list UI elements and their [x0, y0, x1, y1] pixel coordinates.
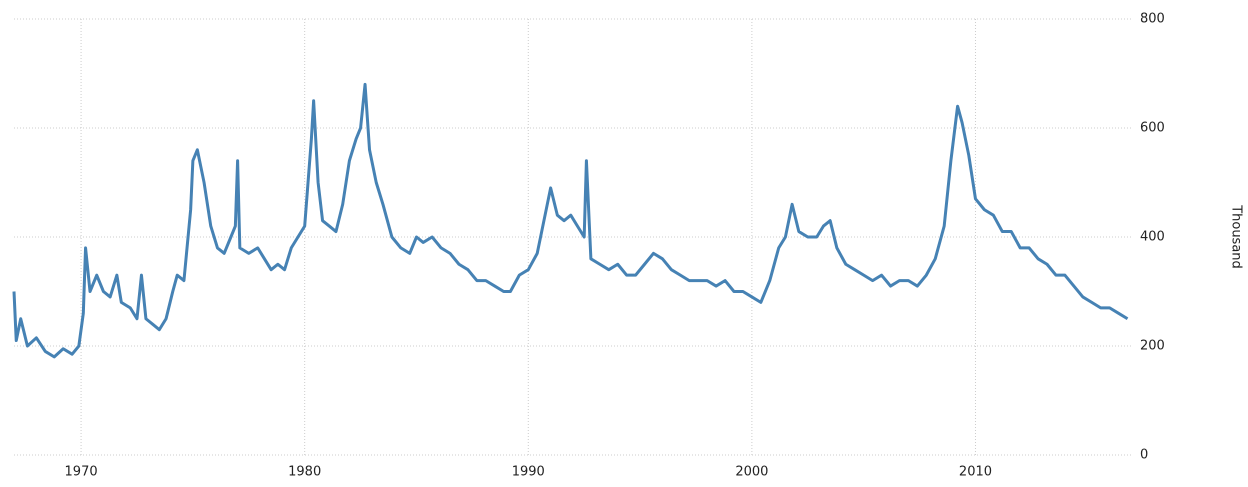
y-tick-label: 200: [1140, 339, 1165, 354]
y-tick-label: 800: [1140, 12, 1165, 27]
y-tick-label: 600: [1140, 121, 1165, 136]
x-tick-label: 1980: [288, 465, 321, 480]
y-tick-label: 400: [1140, 230, 1165, 245]
x-tick-label: 2010: [959, 465, 992, 480]
y-tick-label: 0: [1140, 448, 1148, 463]
x-tick-label: 2000: [735, 465, 768, 480]
line-series: [12, 82, 1129, 359]
x-tick-label: 1990: [512, 465, 545, 480]
y-axis-label: Thousand: [1229, 204, 1244, 269]
x-tick-label: 1970: [65, 465, 98, 480]
